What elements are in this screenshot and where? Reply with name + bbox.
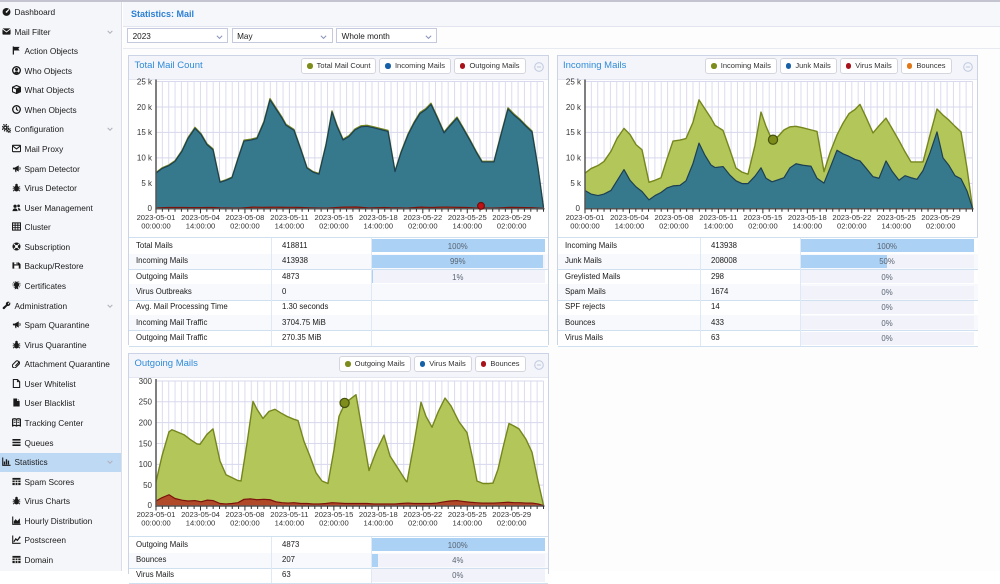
svg-text:20 k: 20 k <box>137 102 153 111</box>
svg-text:50: 50 <box>143 480 152 489</box>
svg-text:02:00:00: 02:00:00 <box>230 518 260 527</box>
svg-text:00:00:00: 00:00:00 <box>141 518 171 527</box>
svg-text:14:00:00: 14:00:00 <box>364 221 394 230</box>
svg-text:15 k: 15 k <box>137 128 153 137</box>
svg-text:300: 300 <box>139 376 153 385</box>
svg-text:02:00:00: 02:00:00 <box>925 221 955 230</box>
svg-text:02:00:00: 02:00:00 <box>319 221 349 230</box>
svg-text:14:00:00: 14:00:00 <box>703 221 733 230</box>
svg-text:02:00:00: 02:00:00 <box>408 221 438 230</box>
svg-text:10 k: 10 k <box>565 153 581 162</box>
svg-text:100: 100 <box>139 460 153 469</box>
svg-text:25 k: 25 k <box>565 78 581 86</box>
svg-text:02:00:00: 02:00:00 <box>408 518 438 527</box>
svg-text:14:00:00: 14:00:00 <box>275 518 305 527</box>
svg-text:14:00:00: 14:00:00 <box>186 221 216 230</box>
svg-text:02:00:00: 02:00:00 <box>837 221 867 230</box>
svg-text:02:00:00: 02:00:00 <box>230 221 260 230</box>
svg-text:00:00:00: 00:00:00 <box>141 221 171 230</box>
svg-text:14:00:00: 14:00:00 <box>792 221 822 230</box>
svg-text:14:00:00: 14:00:00 <box>614 221 644 230</box>
svg-text:14:00:00: 14:00:00 <box>186 518 216 527</box>
svg-text:14:00:00: 14:00:00 <box>881 221 911 230</box>
svg-text:10 k: 10 k <box>137 153 153 162</box>
svg-text:150: 150 <box>139 439 153 448</box>
svg-text:02:00:00: 02:00:00 <box>497 518 527 527</box>
svg-text:20 k: 20 k <box>565 102 581 111</box>
svg-text:14:00:00: 14:00:00 <box>453 221 483 230</box>
svg-text:02:00:00: 02:00:00 <box>497 221 527 230</box>
svg-text:15 k: 15 k <box>565 128 581 137</box>
svg-text:14:00:00: 14:00:00 <box>453 518 483 527</box>
svg-text:02:00:00: 02:00:00 <box>319 518 349 527</box>
svg-text:200: 200 <box>139 418 153 427</box>
svg-text:25 k: 25 k <box>137 78 153 86</box>
svg-text:02:00:00: 02:00:00 <box>748 221 778 230</box>
svg-text:5 k: 5 k <box>141 179 153 188</box>
svg-text:02:00:00: 02:00:00 <box>659 221 689 230</box>
svg-text:5 k: 5 k <box>570 179 582 188</box>
svg-text:250: 250 <box>139 397 153 406</box>
svg-text:14:00:00: 14:00:00 <box>275 221 305 230</box>
svg-text:14:00:00: 14:00:00 <box>364 518 394 527</box>
svg-text:00:00:00: 00:00:00 <box>570 221 600 230</box>
